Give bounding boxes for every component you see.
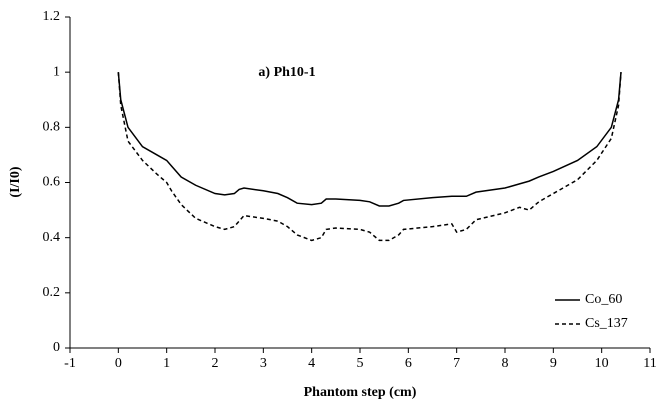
x-tick-label: 2	[212, 356, 219, 371]
legend-label: Cs_137	[585, 316, 628, 331]
x-tick-label: 6	[405, 356, 412, 371]
x-tick-label: -1	[64, 356, 76, 371]
x-tick-label: 1	[163, 356, 170, 371]
x-tick-label: 8	[502, 356, 509, 371]
line-series	[117, 72, 622, 242]
y-axis-label: (I/I0)	[8, 166, 23, 197]
x-tick-label: 9	[550, 356, 557, 371]
x-axis-label: Phantom step (cm)	[304, 385, 417, 400]
x-tick-label: 5	[357, 356, 364, 371]
x-tick-label: 10	[595, 356, 609, 371]
y-tick-label: 0.4	[43, 230, 61, 245]
y-tick-label: 1	[53, 64, 60, 79]
x-tick-label: 0	[115, 356, 122, 371]
y-tick-label: 1.2	[43, 9, 61, 24]
annotation: a) Ph10-1	[258, 65, 315, 80]
x-tick-label: 4	[308, 356, 315, 371]
legend-label: Co_60	[585, 292, 622, 307]
line-series	[117, 72, 622, 207]
y-tick-label: 0	[53, 340, 60, 355]
y-tick-label: 0.6	[43, 175, 61, 190]
y-tick-label: 0.8	[43, 120, 61, 135]
x-tick-label: 11	[643, 356, 656, 371]
x-tick-label: 7	[453, 356, 460, 371]
x-tick-label: 3	[260, 356, 267, 371]
y-tick-label: 0.2	[43, 285, 61, 300]
